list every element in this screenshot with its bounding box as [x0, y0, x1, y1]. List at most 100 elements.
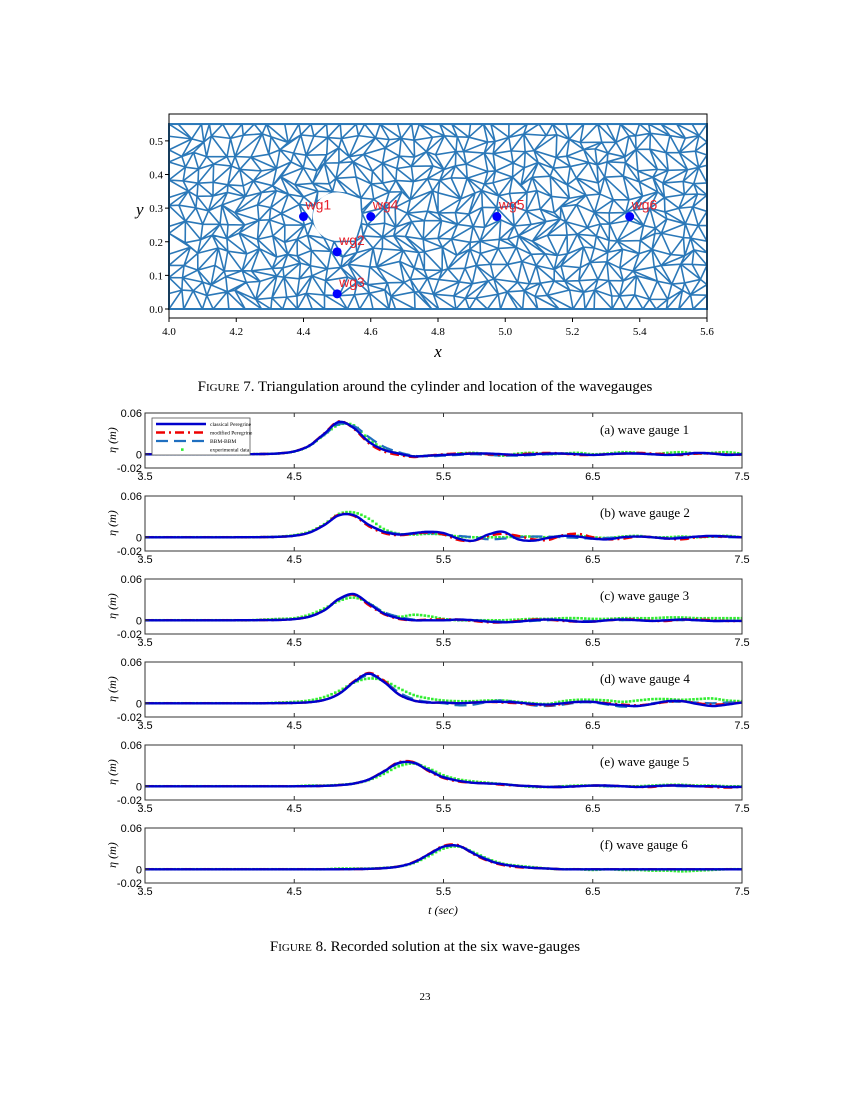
y-axis-label: η (m) — [105, 676, 119, 702]
series-classical — [145, 672, 742, 708]
experimental-point — [382, 527, 386, 531]
legend: classical Peregrine modified Peregrine BBM… — [151, 417, 253, 456]
experimental-point — [498, 618, 501, 622]
experimental-point — [692, 869, 695, 873]
experimental-point — [606, 699, 609, 702]
experimental-point — [677, 450, 680, 454]
experimental-point — [725, 616, 729, 620]
y-tick-label: 0 — [136, 449, 142, 461]
wave-gauge-wg5: wg5 — [492, 197, 525, 222]
page-number: 23 — [420, 991, 432, 1003]
experimental-point — [509, 535, 512, 539]
experimental-point — [520, 451, 524, 455]
wave-gauge-wg1: wg1 — [299, 197, 331, 222]
experimental-point — [617, 617, 621, 620]
y-tick-label: 0.06 — [121, 740, 142, 752]
experimental-point — [669, 697, 673, 701]
y-tick-label: -0.02 — [117, 463, 142, 475]
x-axis-label: x — [433, 342, 442, 361]
experimental-point — [408, 613, 412, 617]
x-tick-label: 6.5 — [585, 886, 600, 898]
experimental-point — [431, 852, 434, 856]
x-tick-label: 5.4 — [633, 326, 647, 338]
panel-title: (e) wave gauge 5 — [600, 754, 689, 769]
y-axis-label: y — [134, 200, 144, 219]
experimental-point — [442, 847, 445, 850]
experimental-point — [475, 699, 479, 703]
experimental-point — [348, 510, 352, 514]
series-classical — [145, 592, 742, 624]
experimental-point — [438, 848, 442, 852]
experimental-point — [367, 677, 371, 680]
experimental-point — [587, 617, 591, 621]
cylinder-hole — [312, 192, 362, 241]
experimental-point — [681, 450, 684, 454]
panel-plot-area — [145, 759, 742, 789]
experimental-point — [445, 846, 449, 849]
gauge-label: wg2 — [338, 232, 365, 248]
experimental-point — [348, 422, 352, 426]
series-classical — [145, 844, 742, 871]
experimental-point — [647, 698, 651, 701]
experimental-point — [733, 451, 736, 455]
triangulation-mesh — [168, 123, 708, 310]
experimental-point — [311, 612, 315, 615]
experimental-point — [315, 610, 318, 614]
experimental-point — [610, 699, 613, 703]
x-tick-label: 5.2 — [566, 326, 580, 338]
experimental-point — [438, 772, 442, 775]
x-tick-label: 7.5 — [734, 554, 749, 566]
experimental-point — [733, 699, 736, 703]
experimental-point — [341, 687, 345, 691]
figure-7-caption-label: Figure 7. — [198, 379, 255, 395]
wave-gauge-panel-6: 3.5 4.5 5.5 6.5 7.5 0.06 0 -0.02 η (m) (f) wave g… — [105, 823, 750, 898]
experimental-point — [479, 699, 483, 703]
experimental-point — [322, 607, 326, 610]
x-tick-label: 6.5 — [585, 471, 600, 483]
experimental-point — [360, 513, 363, 517]
gauge-label: wg1 — [305, 197, 332, 213]
experimental-point — [460, 778, 464, 782]
y-tick-label: 0.4 — [149, 170, 163, 182]
experimental-point — [307, 699, 311, 702]
experimental-point — [736, 616, 740, 620]
x-tick-label: 5.5 — [436, 886, 451, 898]
experimental-point — [389, 768, 393, 772]
experimental-point — [412, 613, 415, 617]
gauge-label: wg3 — [338, 274, 365, 290]
panel-background — [145, 745, 742, 800]
experimental-point — [669, 616, 673, 619]
experimental-point — [613, 700, 617, 703]
x-tick-label: 7.5 — [734, 471, 749, 483]
experimental-point — [639, 698, 643, 702]
experimental-point — [498, 535, 501, 539]
experimental-point — [688, 616, 692, 620]
experimental-point — [677, 698, 680, 702]
x-tick-label: 4.5 — [287, 886, 302, 898]
experimental-point — [554, 617, 557, 620]
experimental-point — [714, 616, 718, 620]
experimental-point — [356, 512, 359, 515]
experimental-point — [707, 616, 710, 620]
experimental-point — [598, 698, 602, 702]
panel-title: (a) wave gauge 1 — [600, 422, 689, 437]
experimental-point — [710, 616, 714, 620]
experimental-point — [457, 699, 460, 703]
x-tick-label: 5.5 — [436, 637, 451, 649]
wave-gauge-wg2: wg2 — [332, 232, 365, 257]
experimental-point — [375, 443, 378, 446]
gauge-label: wg6 — [631, 197, 658, 213]
experimental-point — [393, 684, 397, 688]
experimental-point — [565, 699, 568, 703]
x-tick-label: 4.5 — [287, 471, 302, 483]
experimental-point — [348, 596, 352, 599]
legend-label: classical Peregrine — [210, 422, 252, 428]
experimental-point — [557, 617, 561, 620]
experimental-point — [505, 535, 509, 539]
experimental-point — [337, 599, 341, 603]
experimental-point — [457, 778, 460, 781]
legend-label: experimental data — [210, 448, 250, 454]
experimental-point — [375, 775, 378, 779]
experimental-point — [654, 616, 658, 620]
